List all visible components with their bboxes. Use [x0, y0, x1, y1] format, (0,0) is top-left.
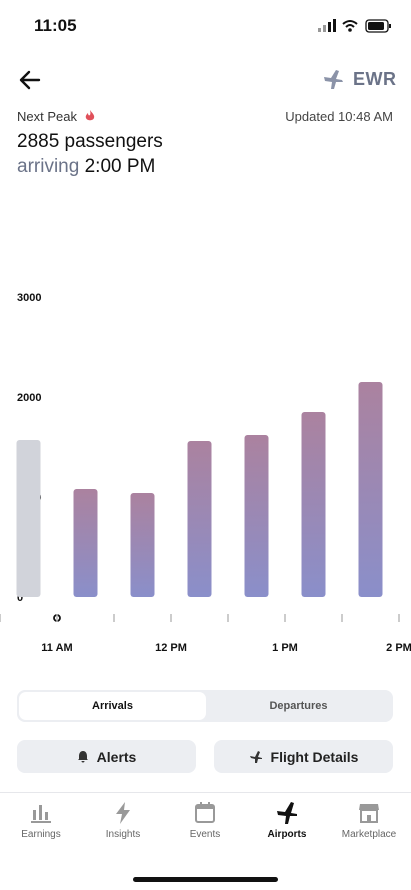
tab-departures[interactable]: Departures — [269, 700, 328, 712]
nav-insights[interactable]: Insights — [82, 800, 164, 840]
flight-details-label: Flight Details — [270, 748, 359, 765]
nav-label: Airports — [267, 829, 307, 840]
bar — [301, 412, 326, 597]
alerts-label: Alerts — [96, 748, 137, 765]
y-tick-label: 3000 — [17, 292, 41, 304]
insights-icon — [116, 802, 130, 824]
bar — [187, 441, 212, 597]
back-button[interactable] — [18, 69, 42, 91]
bar — [73, 489, 98, 597]
events-icon — [195, 802, 215, 823]
segmented-control: Arrivals Departures — [17, 690, 393, 722]
peak-label: Next Peak — [17, 109, 96, 124]
bar — [358, 382, 383, 597]
y-tick-label: 2000 — [17, 392, 41, 404]
nav-events[interactable]: Events — [164, 800, 246, 840]
bell-icon — [77, 751, 88, 763]
nav-airports[interactable]: Airports — [246, 800, 328, 840]
arriving-time: 2:00 PM — [84, 156, 156, 177]
flight-details-button[interactable]: Flight Details — [214, 740, 393, 773]
x-tick-label: 1 PM — [272, 642, 298, 654]
bar — [244, 435, 269, 597]
alerts-button[interactable]: Alerts — [17, 740, 196, 773]
bar — [16, 440, 41, 597]
nav-label: Earnings — [21, 829, 61, 840]
bar — [130, 493, 155, 597]
status-icons — [318, 19, 391, 33]
earnings-icon — [31, 805, 51, 823]
airports-icon — [277, 802, 297, 824]
nav-label: Insights — [105, 829, 141, 840]
plane-icon — [324, 70, 343, 89]
updated-time: Updated 10:48 AM — [285, 109, 393, 124]
airport-code: EWR — [353, 69, 397, 89]
status-time: 11:05 — [34, 16, 77, 35]
peak-time: arriving 2:00 PM — [17, 156, 155, 178]
peak-text: Next Peak — [17, 109, 77, 124]
home-indicator — [133, 877, 278, 882]
nav-label: Marketplace — [341, 829, 397, 840]
arriving-word: arriving — [17, 156, 80, 177]
tab-arrivals[interactable]: Arrivals — [19, 692, 206, 720]
nav-earnings[interactable]: Earnings — [0, 800, 82, 840]
nav-label: Events — [189, 829, 221, 840]
x-tick-label: 2 PM — [386, 642, 411, 654]
y-tick-label: 0 — [17, 592, 23, 604]
marketplace-icon — [359, 804, 379, 823]
fire-icon — [85, 110, 94, 121]
nav-divider — [0, 792, 411, 793]
plane-small-icon — [249, 750, 262, 763]
x-tick-label: 12 PM — [155, 642, 187, 654]
x-tick-label: 11 AM — [41, 642, 72, 654]
peak-passengers: 2885 passengers — [17, 131, 163, 152]
nav-marketplace[interactable]: Marketplace — [328, 800, 410, 840]
